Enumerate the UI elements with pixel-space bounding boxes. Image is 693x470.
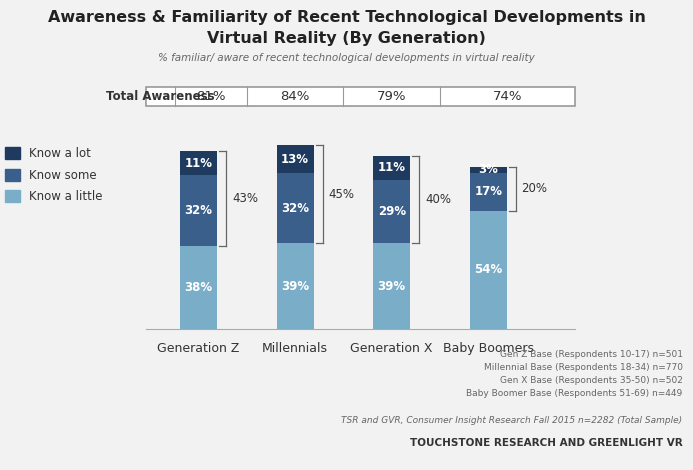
Text: 39%: 39% (281, 280, 309, 293)
Text: 38%: 38% (184, 281, 213, 294)
Text: Total Awareness: Total Awareness (106, 90, 215, 103)
Bar (180, 175, 217, 246)
Text: 79%: 79% (377, 90, 407, 103)
Text: 32%: 32% (281, 202, 309, 215)
Bar (277, 145, 313, 173)
Text: 32%: 32% (184, 204, 213, 217)
Bar (470, 167, 507, 173)
Text: 84%: 84% (281, 90, 310, 103)
Bar (470, 211, 507, 329)
Bar (374, 156, 410, 180)
Text: 45%: 45% (328, 188, 355, 201)
Text: 81%: 81% (196, 90, 226, 103)
Text: 39%: 39% (378, 280, 406, 293)
Bar (470, 173, 507, 211)
Bar (374, 243, 410, 329)
Legend: Know a lot, Know some, Know a little: Know a lot, Know some, Know a little (6, 148, 103, 203)
Text: 11%: 11% (378, 161, 405, 174)
Text: TSR and GVR, Consumer Insight Research Fall 2015 n=2282 (Total Sample): TSR and GVR, Consumer Insight Research F… (342, 416, 683, 425)
Text: TOUCHSTONE RESEARCH AND GREENLIGHT VR: TOUCHSTONE RESEARCH AND GREENLIGHT VR (410, 438, 683, 448)
Bar (277, 243, 313, 329)
Text: % familiar/ aware of recent technological developments in virtual reality: % familiar/ aware of recent technologica… (158, 53, 535, 63)
Text: Gen Z Base (Respondents 10-17) n=501
Millennial Base (Respondents 18-34) n=770
G: Gen Z Base (Respondents 10-17) n=501 Mil… (466, 350, 683, 398)
Text: 40%: 40% (425, 193, 451, 206)
Text: 54%: 54% (474, 263, 502, 276)
Text: 13%: 13% (281, 153, 309, 165)
Text: Virtual Reality (By Generation): Virtual Reality (By Generation) (207, 31, 486, 46)
Text: Awareness & Familiarity of Recent Technological Developments in: Awareness & Familiarity of Recent Techno… (48, 10, 645, 25)
Text: 74%: 74% (493, 90, 523, 103)
Bar (180, 246, 217, 329)
Text: 17%: 17% (474, 186, 502, 198)
Bar (180, 151, 217, 175)
Text: 3%: 3% (478, 164, 498, 176)
Text: 20%: 20% (522, 182, 547, 195)
Text: 11%: 11% (184, 157, 213, 170)
Text: 29%: 29% (378, 205, 406, 218)
Bar (374, 180, 410, 243)
Bar (277, 173, 313, 243)
Text: 43%: 43% (232, 192, 258, 205)
